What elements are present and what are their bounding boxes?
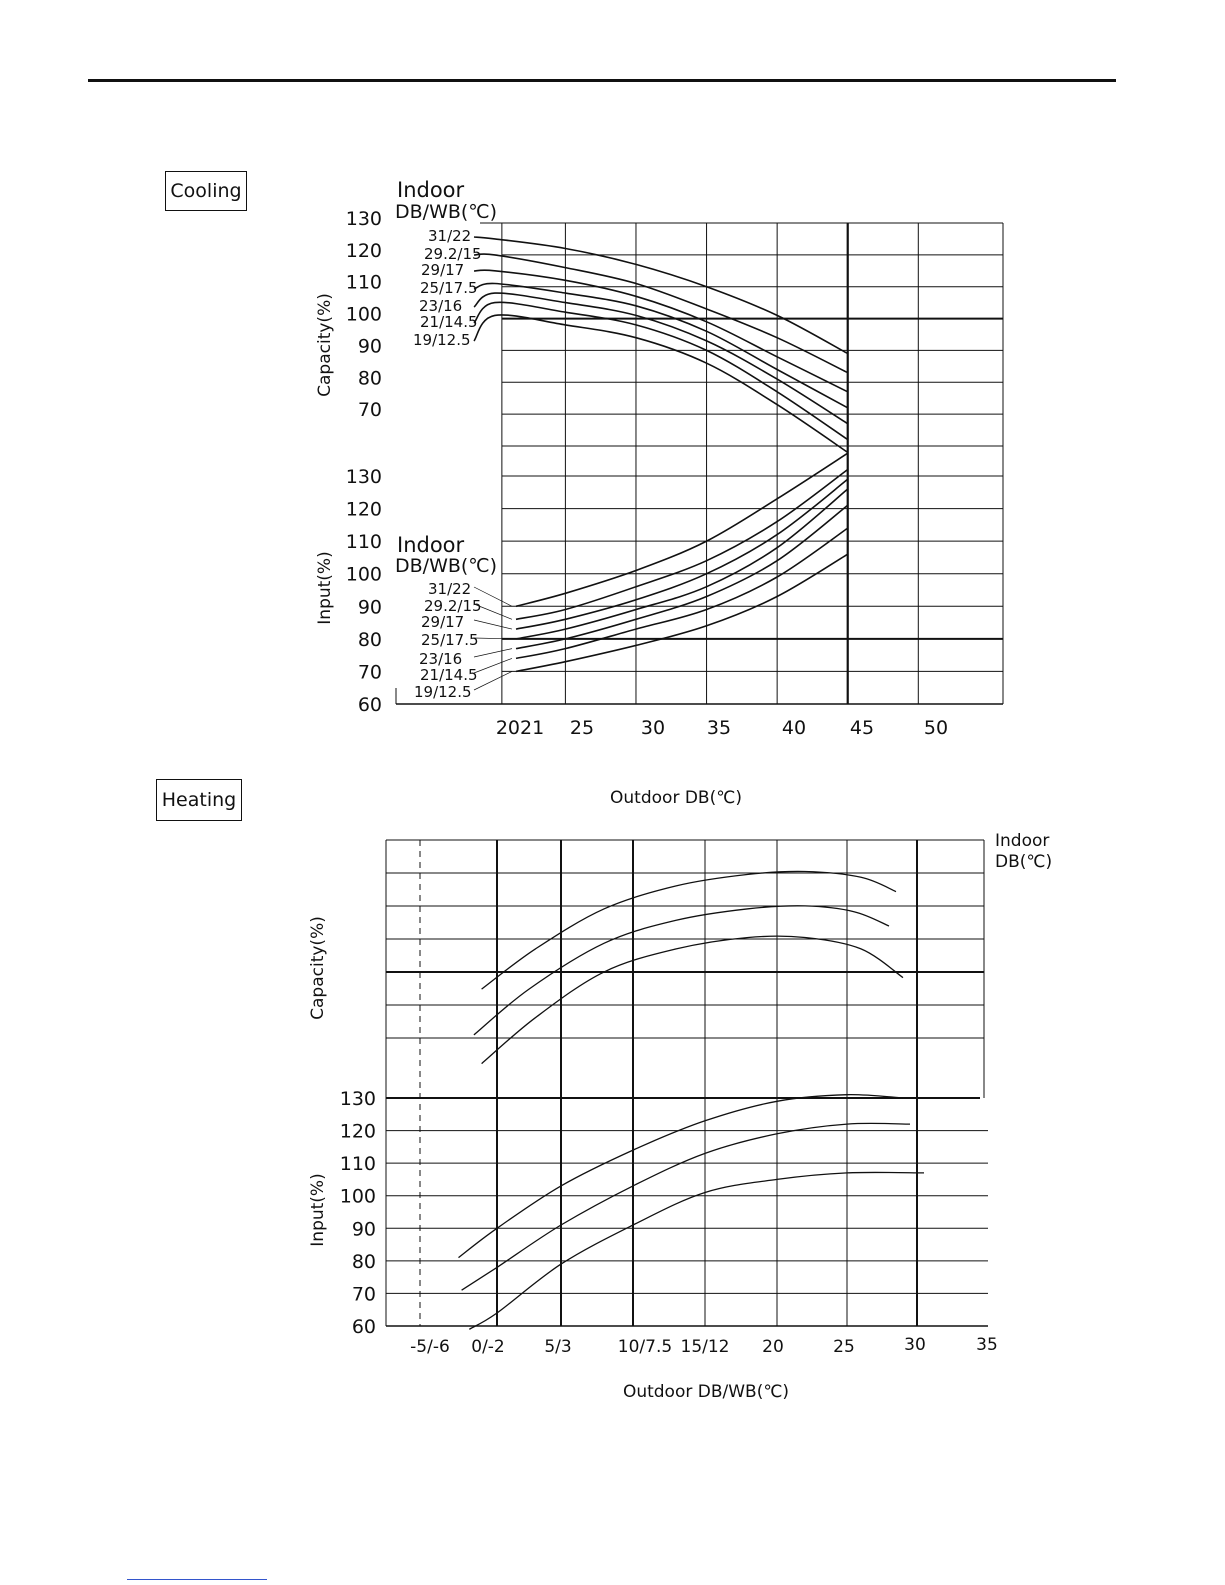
cooling-input-ytick-100: 100 — [346, 564, 382, 586]
cooling-input-ylabel: Input(%) — [315, 551, 335, 624]
heating-xtick-25: 25 — [833, 1337, 855, 1357]
cooling-capacity-line-31/22 — [473, 236, 849, 355]
cooling-input-label-19/12.5: 19/12.5 — [414, 683, 472, 701]
cooling-xlabel: Outdoor DB(℃) — [610, 788, 742, 808]
footer-link-underline — [127, 1579, 267, 1580]
heating-legend-title-1: Indoor — [995, 831, 1049, 851]
cooling-capacity-line-25/17.5 — [473, 282, 849, 409]
cooling-capacity-ytick-130: 130 — [346, 208, 382, 230]
heating-capacity-line-2 — [473, 905, 890, 1036]
cooling-input-legend-title-1: Indoor — [397, 533, 465, 557]
cooling-input-legend-title-2: DB/WB(℃) — [395, 555, 497, 577]
cooling-input-leader-21/14.5 — [473, 658, 513, 674]
cooling-input-label-21/14.5: 21/14.5 — [420, 666, 478, 684]
heating-input-ylabel: Input(%) — [308, 1173, 328, 1246]
cooling-input-leader-25/17.5 — [473, 637, 512, 640]
cooling-input-line-25/17.5 — [515, 488, 849, 640]
cooling-capacity-label-29.2/15: 29.2/15 — [424, 245, 482, 263]
heating-input-ytick-100: 100 — [340, 1186, 376, 1208]
cooling-input-leader-29.2/15 — [473, 603, 513, 620]
heating-xtick--5/-6: -5/-6 — [410, 1337, 450, 1357]
cooling-input-line-29.2/15 — [515, 468, 849, 621]
cooling-capacity-ylabel: Capacity(%) — [315, 293, 335, 397]
cooling-input-label-25/17.5: 25/17.5 — [421, 631, 479, 649]
cooling-capacity-ytick-100: 100 — [346, 304, 382, 326]
cooling-section-label: Cooling — [165, 171, 247, 211]
cooling-capacity-ytick-80: 80 — [358, 367, 382, 389]
cooling-capacity-label-19/12.5: 19/12.5 — [413, 331, 471, 349]
cooling-input-label-23/16: 23/16 — [419, 650, 462, 668]
top-rule — [88, 79, 1116, 82]
cooling-capacity-line-29/17 — [473, 269, 849, 393]
cooling-input-ytick-110: 110 — [346, 531, 382, 553]
heating-input-line-1 — [458, 1094, 904, 1259]
cooling-input-leader-19/12.5 — [473, 671, 513, 691]
cooling-input-line-31/22 — [515, 452, 849, 608]
heating-section-label: Heating — [156, 779, 242, 821]
cooling-capacity-ytick-90: 90 — [358, 335, 382, 357]
cooling-capacity-label-31/22: 31/22 — [428, 227, 471, 245]
heating-capacity-ylabel: Capacity(%) — [308, 916, 328, 1020]
heating-xtick-30: 30 — [904, 1335, 926, 1355]
cooling-input-ytick-70: 70 — [358, 661, 382, 683]
cooling-input-label-29/17: 29/17 — [421, 613, 464, 631]
cooling-capacity-line-21/14.5 — [473, 301, 849, 441]
cooling-input-line-19/12.5 — [515, 553, 849, 673]
heating-capacity-line-1 — [481, 870, 897, 990]
heating-xlabel: Outdoor DB/WB(℃) — [623, 1382, 789, 1402]
cooling-capacity-legend-title-2: DB/WB(℃) — [395, 201, 497, 223]
heating-xtick-10/7.5: 10/7.5 — [618, 1337, 672, 1357]
cooling-xtick-2021: 2021 — [496, 717, 544, 739]
heating-input-ytick-60: 60 — [352, 1316, 376, 1338]
cooling-capacity-label-21/14.5: 21/14.5 — [420, 313, 478, 331]
cooling-capacity-ytick-110: 110 — [346, 272, 382, 294]
heating-input-ytick-70: 70 — [352, 1283, 376, 1305]
heating-input-line-3 — [468, 1171, 925, 1330]
cooling-input-line-21/14.5 — [515, 527, 849, 660]
heating-xtick-0/-2: 0/-2 — [471, 1337, 505, 1357]
cooling-input-ytick-90: 90 — [358, 596, 382, 618]
cooling-input-label-31/22: 31/22 — [428, 580, 471, 598]
cooling-capacity-ytick-70: 70 — [358, 399, 382, 421]
cooling-xtick-40: 40 — [782, 717, 806, 739]
cooling-input-leader-31/22 — [473, 586, 513, 607]
cooling-capacity-legend-title-1: Indoor — [397, 178, 465, 202]
cooling-xtick-30: 30 — [641, 717, 665, 739]
cooling-xtick-50: 50 — [924, 717, 948, 739]
heating-xtick-15/12: 15/12 — [681, 1337, 730, 1357]
cooling-capacity-line-23/16 — [473, 292, 849, 425]
heating-legend-title-2: DB(℃) — [995, 852, 1052, 872]
cooling-capacity-line-19/12.5 — [473, 314, 849, 454]
heating-input-ytick-90: 90 — [352, 1218, 376, 1240]
cooling-xtick-35: 35 — [707, 717, 731, 739]
heating-xtick-5/3: 5/3 — [544, 1337, 571, 1357]
cooling-capacity-ytick-120: 120 — [346, 240, 382, 262]
heating-input-ytick-80: 80 — [352, 1251, 376, 1273]
heating-xtick-35: 35 — [976, 1335, 998, 1355]
cooling-input-ytick-60: 60 — [358, 694, 382, 716]
cooling-xtick-25: 25 — [570, 717, 594, 739]
cooling-input-leader-23/16 — [473, 648, 513, 658]
cooling-capacity-label-29/17: 29/17 — [421, 261, 464, 279]
cooling-input-ytick-120: 120 — [346, 499, 382, 521]
cooling-input-line-23/16 — [515, 504, 849, 650]
heating-input-line-2 — [461, 1122, 911, 1291]
cooling-capacity-label-25/17.5: 25/17.5 — [420, 279, 478, 297]
cooling-input-ytick-130: 130 — [346, 466, 382, 488]
cooling-xtick-45: 45 — [850, 717, 874, 739]
heating-xtick-20: 20 — [762, 1337, 784, 1357]
cooling-input-line-29/17 — [515, 478, 849, 630]
cooling-input-leader-29/17 — [473, 619, 513, 630]
cooling-capacity-line-29.2/15 — [473, 253, 849, 374]
cooling-input-label-29.2/15: 29.2/15 — [424, 597, 482, 615]
heating-capacity-line-3 — [481, 935, 904, 1065]
heating-input-ytick-130: 130 — [340, 1088, 376, 1110]
cooling-input-ytick-80: 80 — [358, 629, 382, 651]
heating-input-ytick-120: 120 — [340, 1121, 376, 1143]
heating-input-ytick-110: 110 — [340, 1153, 376, 1175]
cooling-capacity-label-23/16: 23/16 — [419, 297, 462, 315]
